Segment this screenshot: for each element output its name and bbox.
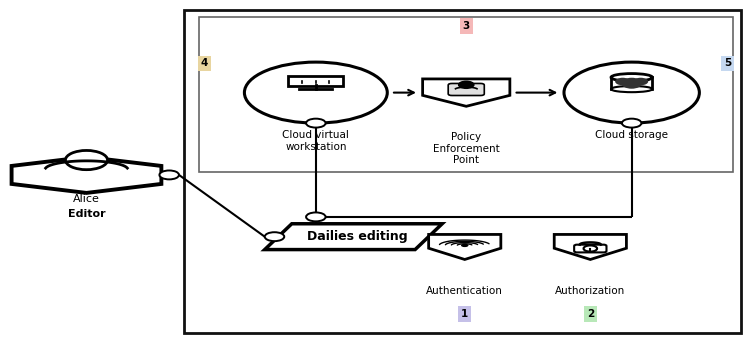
Text: 5: 5: [724, 58, 732, 69]
Ellipse shape: [621, 78, 642, 89]
Polygon shape: [429, 235, 501, 259]
Circle shape: [65, 151, 108, 170]
Ellipse shape: [633, 78, 648, 85]
FancyBboxPatch shape: [611, 78, 653, 89]
FancyBboxPatch shape: [448, 83, 484, 95]
Text: Dailies editing: Dailies editing: [307, 230, 408, 243]
Text: 3: 3: [462, 21, 470, 31]
Polygon shape: [423, 79, 510, 106]
Text: Authorization: Authorization: [555, 286, 626, 296]
Circle shape: [306, 119, 326, 128]
Ellipse shape: [615, 78, 630, 85]
FancyBboxPatch shape: [184, 10, 741, 333]
Circle shape: [159, 170, 179, 179]
Polygon shape: [554, 235, 626, 259]
Polygon shape: [11, 157, 162, 193]
Ellipse shape: [611, 86, 652, 92]
Ellipse shape: [244, 62, 387, 123]
FancyBboxPatch shape: [288, 75, 343, 86]
Circle shape: [459, 81, 474, 88]
Polygon shape: [265, 224, 442, 250]
Text: Editor: Editor: [68, 209, 105, 219]
Circle shape: [306, 212, 326, 221]
FancyBboxPatch shape: [199, 17, 733, 172]
Circle shape: [584, 246, 597, 252]
FancyBboxPatch shape: [575, 245, 607, 252]
Ellipse shape: [564, 62, 699, 123]
Ellipse shape: [611, 74, 652, 81]
Text: Cloud storage: Cloud storage: [595, 130, 669, 140]
Text: 4: 4: [201, 58, 208, 69]
Text: 2: 2: [587, 309, 594, 319]
Text: Authentication: Authentication: [426, 286, 503, 296]
Circle shape: [622, 119, 641, 128]
Text: 1: 1: [461, 309, 468, 319]
Circle shape: [461, 244, 468, 247]
Circle shape: [265, 232, 284, 241]
Text: Policy
Enforcement
Point: Policy Enforcement Point: [433, 132, 499, 165]
Text: Cloud virtual
workstation: Cloud virtual workstation: [283, 130, 349, 152]
Text: Alice: Alice: [73, 194, 100, 204]
